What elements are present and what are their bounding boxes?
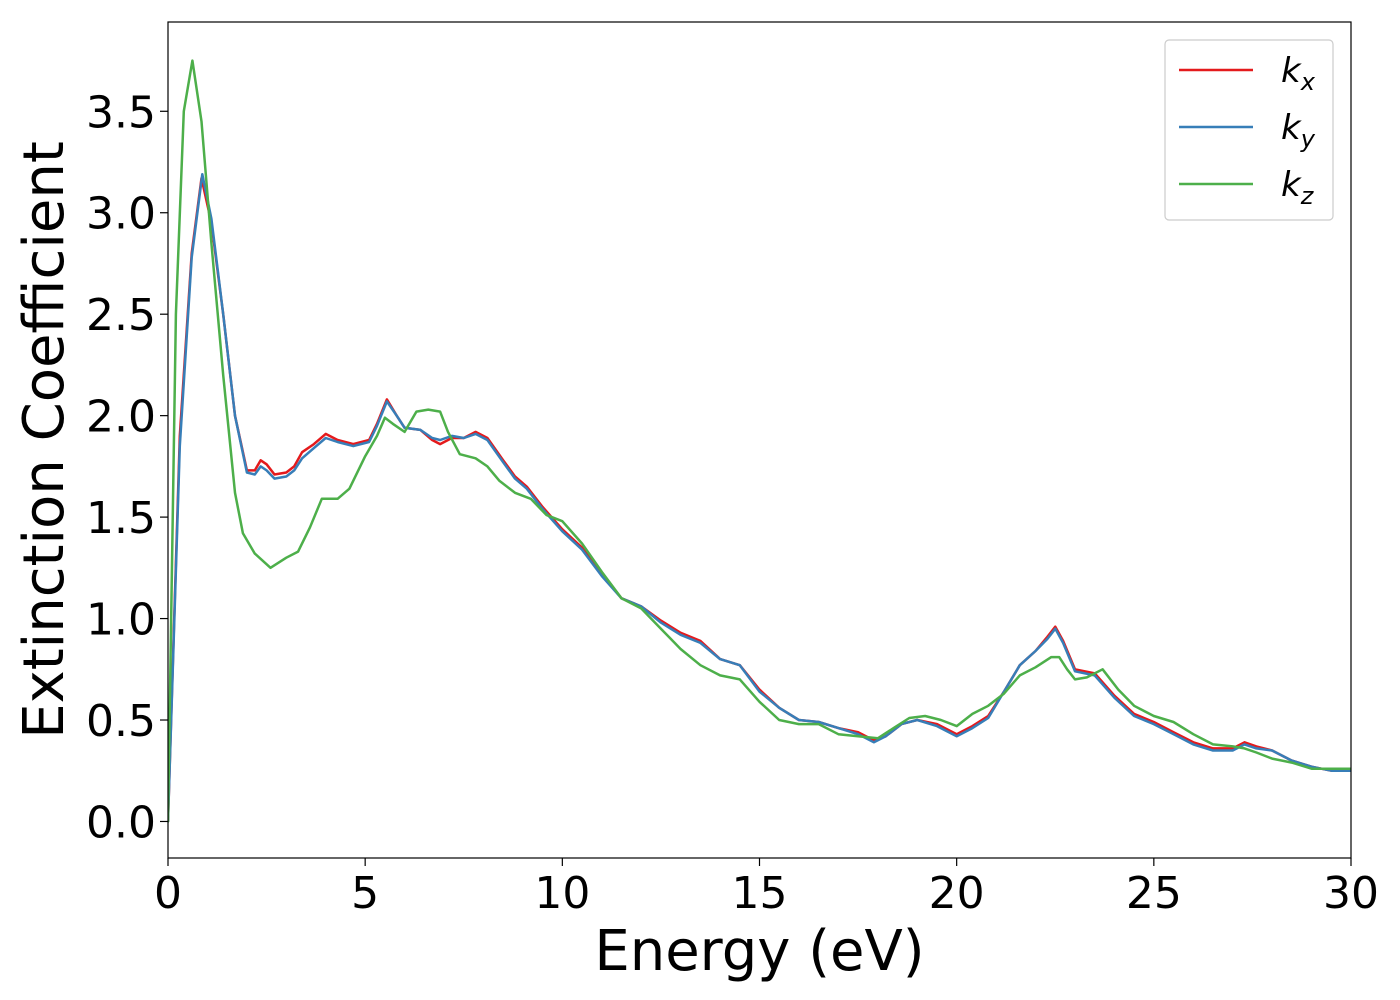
series-line-k-y [168, 172, 1351, 823]
y-tick-label: 1.0 [86, 595, 156, 646]
x-axis-title: Energy (eV) [594, 919, 924, 984]
x-tick-label: 10 [534, 868, 590, 919]
y-tick-label: 0.0 [86, 797, 156, 848]
y-tick-label: 1.5 [86, 493, 156, 544]
x-tick-label: 0 [154, 868, 182, 919]
y-tick-label: 3.0 [86, 189, 156, 240]
x-tick-label: 25 [1126, 868, 1182, 919]
y-tick-label: 2.0 [86, 392, 156, 443]
legend-box [1164, 39, 1334, 221]
series-layer [168, 59, 1351, 823]
y-tick-label: 3.5 [86, 87, 156, 138]
series-line-k-x [168, 176, 1351, 823]
y-axis: 0.0 0.5 1.0 1.5 2.0 2.5 3.0 3.5 [86, 87, 168, 848]
x-tick-label: 15 [732, 868, 788, 919]
y-axis-title: Extinction Coefficient [12, 141, 77, 739]
x-tick-label: 20 [929, 868, 985, 919]
x-tick-label: 30 [1323, 868, 1379, 919]
x-tick-label: 5 [351, 868, 379, 919]
y-tick-label: 0.5 [86, 696, 156, 747]
series-line-k-z [168, 59, 1351, 823]
x-axis: 0 5 10 15 20 25 30 [154, 858, 1379, 919]
y-tick-label: 2.5 [86, 290, 156, 341]
